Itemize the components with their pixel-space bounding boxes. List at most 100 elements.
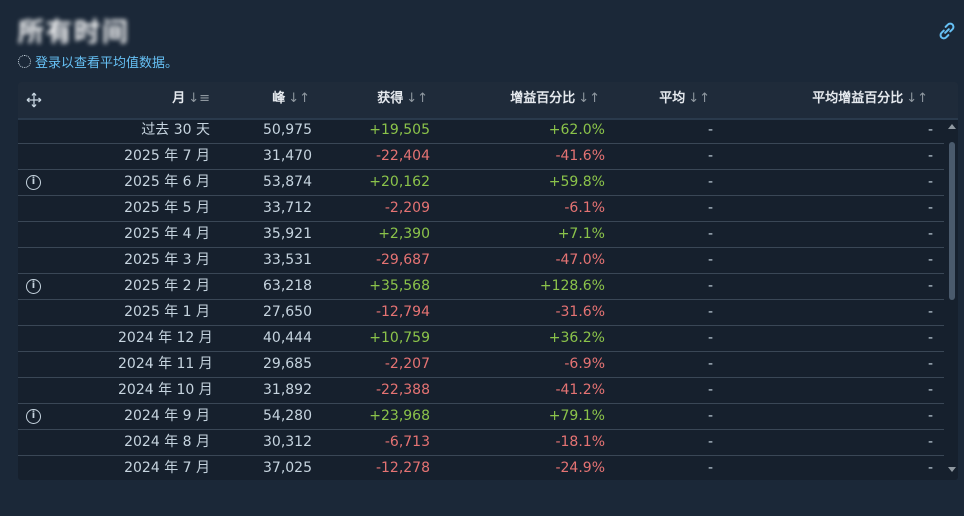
cell-avg: - bbox=[707, 434, 713, 450]
table-row: i 2024 年 9 月 54,280 +23,968 +79.1% - - bbox=[18, 404, 944, 430]
cell-gain: -2,209 bbox=[384, 200, 430, 216]
cell-gain: +20,162 bbox=[369, 174, 430, 190]
cell-gain-pct: -41.2% bbox=[555, 382, 605, 398]
cell-peak: 29,685 bbox=[263, 356, 312, 372]
cell-gain: +10,759 bbox=[369, 330, 430, 346]
info-icon[interactable]: i bbox=[26, 409, 41, 424]
table-row: i 2025 年 2 月 63,218 +35,568 +128.6% - - bbox=[18, 274, 944, 300]
cell-gain: -22,404 bbox=[375, 148, 430, 164]
cell-avg: - bbox=[707, 382, 713, 398]
column-header-month[interactable]: 月 ↓≡ bbox=[172, 91, 210, 106]
cell-avg: - bbox=[707, 330, 713, 346]
cell-peak: 63,218 bbox=[263, 278, 312, 294]
cell-avg-pct: - bbox=[927, 226, 933, 242]
scrollbar[interactable] bbox=[948, 122, 956, 472]
table-body: 过去 30 天 50,975 +19,505 +62.0% - - 2025 年 7 月 31… bbox=[18, 118, 944, 480]
sort-icon: ↓↑ bbox=[288, 91, 310, 106]
cell-peak: 31,892 bbox=[263, 382, 312, 398]
cell-avg: - bbox=[707, 174, 713, 190]
info-icon[interactable]: i bbox=[26, 175, 41, 190]
sort-icon: ↓≡ bbox=[188, 91, 210, 106]
cell-peak: 33,712 bbox=[263, 200, 312, 216]
cell-avg: - bbox=[707, 148, 713, 164]
cell-gain: +35,568 bbox=[369, 278, 430, 294]
link-icon[interactable] bbox=[936, 20, 958, 42]
cell-avg-pct: - bbox=[927, 200, 933, 216]
cell-gain: -6,713 bbox=[384, 434, 430, 450]
cell-avg: - bbox=[707, 278, 713, 294]
column-header-avg[interactable]: 平均 ↓↑ bbox=[659, 91, 710, 106]
cell-avg-pct: - bbox=[927, 278, 933, 294]
column-header-gain-pct[interactable]: 增益百分比 ↓↑ bbox=[510, 91, 600, 106]
cell-avg-pct: - bbox=[927, 356, 933, 372]
cell-gain: -12,794 bbox=[375, 304, 430, 320]
sort-icon: ↓↑ bbox=[406, 91, 428, 106]
cell-gain-pct: +79.1% bbox=[548, 408, 605, 424]
cell-month: 2025 年 4 月 bbox=[124, 226, 210, 242]
cell-peak: 35,921 bbox=[263, 226, 312, 242]
cell-avg-pct: - bbox=[927, 330, 933, 346]
cell-avg: - bbox=[707, 356, 713, 372]
table-row: 2024 年 11 月 29,685 -2,207 -6.9% - - bbox=[18, 352, 944, 378]
cell-gain-pct: +36.2% bbox=[548, 330, 605, 346]
column-header-peak[interactable]: 峰 ↓↑ bbox=[272, 91, 310, 106]
table-row: 2025 年 5 月 33,712 -2,209 -6.1% - - bbox=[18, 196, 944, 222]
cell-month: 2025 年 7 月 bbox=[124, 148, 210, 164]
page-title: 所有时间 bbox=[18, 18, 131, 48]
info-icon[interactable]: i bbox=[26, 279, 41, 294]
cell-avg-pct: - bbox=[927, 434, 933, 450]
table-row: 2024 年 12 月 40,444 +10,759 +36.2% - - bbox=[18, 326, 944, 352]
cell-month: 2024 年 8 月 bbox=[124, 434, 210, 450]
cell-avg: - bbox=[707, 200, 713, 216]
sort-icon: ↓↑ bbox=[578, 91, 600, 106]
cell-avg: - bbox=[707, 226, 713, 242]
cell-gain: +23,968 bbox=[369, 408, 430, 424]
scroll-down-arrow-icon[interactable] bbox=[948, 467, 956, 472]
cell-month: 2024 年 9 月 bbox=[124, 408, 210, 424]
table-row: 过去 30 天 50,975 +19,505 +62.0% - - bbox=[18, 118, 944, 144]
cell-gain: -2,207 bbox=[384, 356, 430, 372]
column-header-gain[interactable]: 获得 ↓↑ bbox=[377, 91, 428, 106]
cell-avg-pct: - bbox=[927, 252, 933, 268]
scrollbar-thumb[interactable] bbox=[949, 142, 955, 300]
cell-gain-pct: -47.0% bbox=[555, 252, 605, 268]
cell-avg: - bbox=[707, 460, 713, 476]
login-hint-text[interactable]: 登录以查看平均值数据。 bbox=[35, 56, 179, 71]
cell-avg-pct: - bbox=[927, 174, 933, 190]
cell-gain-pct: -18.1% bbox=[555, 434, 605, 450]
cell-gain-pct: -41.6% bbox=[555, 148, 605, 164]
cell-month: 2025 年 1 月 bbox=[124, 304, 210, 320]
cell-avg: - bbox=[707, 122, 713, 138]
cell-month: 2024 年 7 月 bbox=[124, 460, 210, 476]
cell-gain-pct: +62.0% bbox=[548, 122, 605, 138]
cell-avg: - bbox=[707, 304, 713, 320]
cell-gain: -22,388 bbox=[375, 382, 430, 398]
table-row: 2025 年 3 月 33,531 -29,687 -47.0% - - bbox=[18, 248, 944, 274]
sort-icon: ↓↑ bbox=[906, 91, 928, 106]
cell-peak: 30,312 bbox=[263, 434, 312, 450]
cell-gain-pct: -31.6% bbox=[555, 304, 605, 320]
table-row: i 2025 年 6 月 53,874 +20,162 +59.8% - - bbox=[18, 170, 944, 196]
cell-peak: 50,975 bbox=[263, 122, 312, 138]
loading-spinner-icon bbox=[18, 55, 31, 68]
cell-gain-pct: +7.1% bbox=[557, 226, 605, 242]
cell-month: 过去 30 天 bbox=[141, 122, 210, 138]
scroll-up-arrow-icon[interactable] bbox=[948, 124, 956, 129]
cell-avg-pct: - bbox=[927, 148, 933, 164]
cell-avg-pct: - bbox=[927, 408, 933, 424]
cell-gain: +19,505 bbox=[369, 122, 430, 138]
cell-month: 2025 年 5 月 bbox=[124, 200, 210, 216]
table-row: 2024 年 7 月 37,025 -12,278 -24.9% - - bbox=[18, 456, 944, 480]
login-hint[interactable]: 登录以查看平均值数据。 bbox=[18, 52, 178, 71]
cell-gain-pct: -6.1% bbox=[564, 200, 605, 216]
cell-month: 2025 年 3 月 bbox=[124, 252, 210, 268]
cell-avg-pct: - bbox=[927, 460, 933, 476]
move-arrows-icon[interactable] bbox=[26, 92, 42, 108]
cell-month: 2025 年 6 月 bbox=[124, 174, 210, 190]
cell-gain: +2,390 bbox=[378, 226, 430, 242]
cell-month: 2024 年 12 月 bbox=[118, 330, 213, 346]
sort-icon: ↓↑ bbox=[688, 91, 710, 106]
cell-month: 2024 年 10 月 bbox=[118, 382, 213, 398]
player-history-table: 月 ↓≡ 峰 ↓↑ 获得 ↓↑ 增益百分比 ↓↑ 平均 ↓↑ 平均增益百分比 ↓↑ 过去 3… bbox=[18, 82, 958, 480]
column-header-avg-gain-pct[interactable]: 平均增益百分比 ↓↑ bbox=[812, 91, 928, 106]
